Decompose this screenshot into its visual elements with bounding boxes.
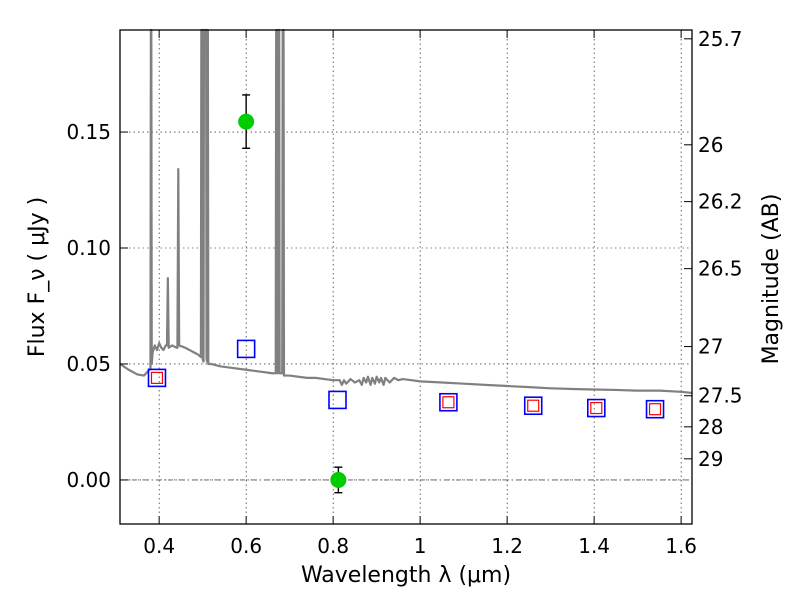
observed-photometry-point <box>648 403 662 416</box>
model-photometry-point <box>328 390 347 410</box>
x-tick-label: 0.6 <box>230 534 262 558</box>
plot-layer <box>119 28 693 494</box>
x-tick-label: 1.6 <box>665 534 697 558</box>
mag-tick-label: 26.2 <box>698 190 743 214</box>
model-photometry-point <box>236 339 256 359</box>
y-axis-label: Flux F_ν ( μJy ) <box>25 197 50 357</box>
x-axis-label: Wavelength λ (μm) <box>301 563 511 588</box>
mag-tick-label: 26.5 <box>698 257 743 281</box>
mag-tick-label: 29 <box>698 447 723 471</box>
mag-tick-label: 26 <box>698 133 723 157</box>
model-photometry-point <box>645 399 665 419</box>
plot-frame <box>119 29 693 525</box>
model-photometry-point <box>587 398 606 418</box>
x-tick-label: 1.4 <box>578 534 610 558</box>
x-tick-label: 1.2 <box>491 534 523 558</box>
observed-photometry-point <box>590 401 603 415</box>
x-tick-label: 1 <box>414 534 427 558</box>
measured-flux-point <box>238 113 255 130</box>
y-tick-label: 0.10 <box>66 236 111 260</box>
y-tick-label: 0.00 <box>66 468 111 492</box>
y-tick-label: 0.15 <box>66 120 111 144</box>
observed-photometry-point <box>527 399 540 412</box>
y-axis-right-label: Magnitude (AB) <box>759 194 784 365</box>
model-photometry-point <box>523 396 543 416</box>
x-tick-label: 0.4 <box>143 534 175 558</box>
spectrum-line <box>119 28 693 395</box>
mag-tick-label: 25.7 <box>698 27 743 51</box>
mag-tick-label: 27 <box>698 335 723 359</box>
model-photometry-point <box>147 368 167 388</box>
measured-flux-point <box>330 471 347 488</box>
observed-photometry-point <box>150 371 164 384</box>
mag-tick-label: 27.5 <box>698 384 743 408</box>
tick-layer: 0.4 0.6 0.8 1 1.2 1.4 1.6 0.00 0.05 0.10 0.15 25.7 2… <box>66 27 742 558</box>
y-tick-label: 0.05 <box>66 352 111 376</box>
model-photometry-point <box>439 392 458 412</box>
x-tick-label: 0.8 <box>317 534 349 558</box>
observed-photometry-point <box>442 396 455 409</box>
mag-tick-label: 28 <box>698 415 723 439</box>
